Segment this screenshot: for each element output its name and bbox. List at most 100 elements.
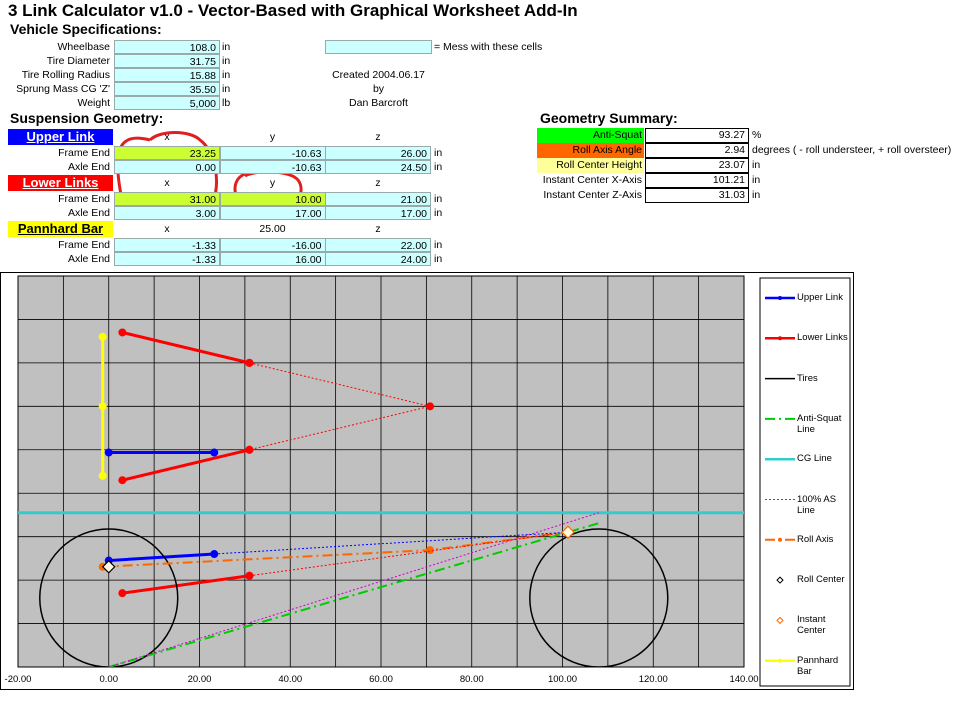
legend-label: Lower Links (797, 332, 848, 344)
tire (529, 528, 669, 667)
series-line (108, 451, 215, 563)
unit: degrees ( - roll understeer, + roll over… (752, 144, 952, 156)
legend-marker (778, 658, 782, 663)
marker (426, 546, 435, 555)
page-title: 3 Link Calculator v1.0 - Vector-Based wi… (8, 1, 578, 20)
legend-label: Pannhard Bar (797, 654, 839, 677)
table-heading: Lower Links (8, 175, 113, 191)
input-cell: -10.63 (219, 160, 326, 174)
column-header: z (375, 223, 381, 235)
unit: in (222, 83, 231, 95)
summary-label: Instant Center Z-Axis (537, 188, 644, 203)
marker (426, 402, 435, 411)
marker (118, 476, 127, 485)
unit: in (434, 193, 443, 205)
section-title: Vehicle Specifications: (10, 21, 162, 37)
x-tick-label: 0.00 (100, 674, 119, 685)
column-header: 25.00 (259, 223, 286, 235)
legend-label: 100% AS Line (797, 493, 837, 516)
x-tick-label: 40.00 (278, 674, 302, 685)
marker (210, 448, 219, 457)
unit: in (222, 69, 231, 81)
input-cell: 23.25 (114, 146, 220, 160)
column-header: y (269, 177, 276, 189)
unit: in (434, 161, 443, 173)
marker (245, 358, 254, 367)
unit: in (434, 239, 443, 251)
row-label: Frame End (58, 239, 110, 251)
row-label: Wheelbase (57, 41, 110, 53)
x-tick-label: 100.00 (548, 674, 577, 685)
tire (39, 528, 179, 667)
column-header: x (164, 223, 170, 235)
row-label: Axle End (67, 161, 110, 173)
summary-value: 93.27 (645, 128, 749, 143)
summary-value: 2.94 (645, 143, 749, 158)
x-tick-label: 80.00 (460, 674, 484, 685)
input-cell: 17.00 (325, 206, 431, 220)
series-layer (18, 328, 744, 667)
input-cell: 10.00 (219, 192, 326, 206)
marker (98, 471, 107, 480)
input-cell: 35.50 (114, 82, 220, 96)
x-tick-label: -20.00 (5, 674, 32, 685)
input-cell: -1.33 (114, 252, 220, 266)
marker (98, 332, 107, 341)
input-cell: 31.75 (114, 54, 220, 68)
row-label: Tire Rolling Radius (21, 69, 110, 81)
input-cell: 21.00 (325, 192, 431, 206)
summary-value: 31.03 (645, 188, 749, 203)
summary-label: Roll Axis Angle (537, 143, 644, 158)
row-label: Axle End (67, 253, 110, 265)
row-label: Sprung Mass CG 'Z' (16, 83, 110, 95)
series-line (122, 331, 250, 595)
input-cell: 108.0 (114, 40, 220, 54)
legend-label: Instant Center (797, 614, 826, 637)
x-tick-label: 140.00 (729, 674, 758, 685)
input-cell: 24.00 (325, 252, 431, 266)
input-cell: 16.00 (219, 252, 326, 266)
column-header: y (269, 131, 276, 143)
credit: Dan Barcroft (349, 97, 408, 109)
note: = Mess with these cells (434, 41, 543, 53)
unit: in (752, 174, 761, 186)
credit: by (372, 83, 385, 95)
legend-label: Upper Link (797, 292, 843, 303)
x-tick-label: 60.00 (369, 674, 393, 685)
input-cell: 22.00 (325, 238, 431, 252)
unit: % (752, 129, 762, 141)
series-line (214, 531, 569, 555)
unit: in (434, 147, 443, 159)
input-cell: 15.88 (114, 68, 220, 82)
column-header: x (164, 131, 170, 143)
marker (118, 589, 127, 598)
input-cell: 24.50 (325, 160, 431, 174)
section-title: Geometry Summary: (540, 110, 678, 126)
summary-label: Instant Center X-Axis (537, 173, 644, 188)
legend-cell (325, 40, 432, 54)
column-header: z (375, 131, 381, 143)
row-label: Frame End (58, 193, 110, 205)
summary-value: 101.21 (645, 173, 749, 188)
row-label: Tire Diameter (46, 55, 110, 67)
unit: in (752, 159, 761, 171)
summary-label: Anti-Squat (537, 128, 644, 143)
marker (104, 448, 113, 457)
column-header: z (375, 177, 381, 189)
chart: -20.00 0.00 20.00 40.00 60.00 80.00 100.00 120.… (0, 272, 854, 690)
legend-label: Anti-Squat Line (797, 412, 842, 435)
marker (245, 445, 254, 454)
row-label: Weight (77, 97, 111, 109)
input-cell: 17.00 (219, 206, 326, 220)
summary-value: 23.07 (645, 158, 749, 173)
legend-marker (776, 616, 784, 625)
legend-label: CG Line (797, 453, 832, 465)
input-cell: -1.33 (114, 238, 220, 252)
table-heading: Upper Link (8, 129, 113, 145)
marker (101, 559, 116, 574)
legend-marker (778, 336, 782, 341)
input-cell: 26.00 (325, 146, 431, 160)
marker (245, 571, 254, 580)
input-cell: 0.00 (114, 160, 220, 174)
marker (561, 525, 575, 540)
